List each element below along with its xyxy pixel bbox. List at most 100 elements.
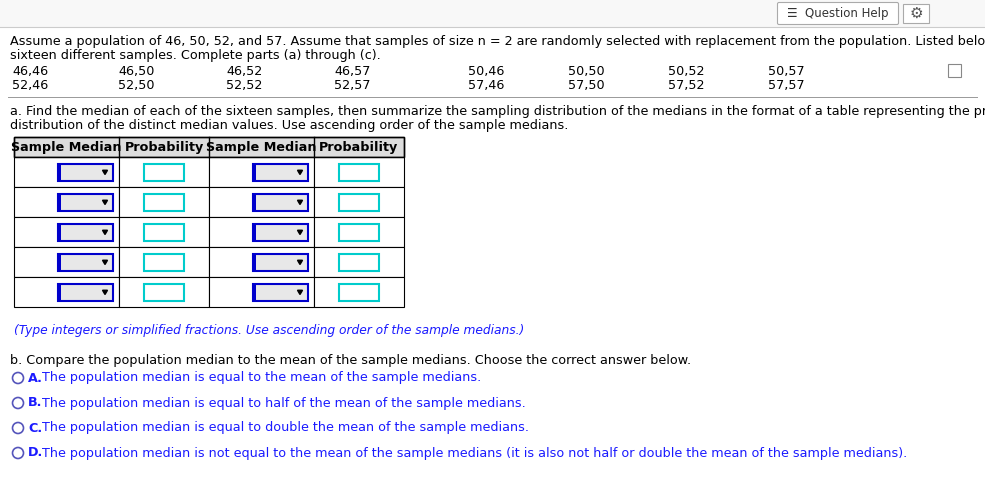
Polygon shape xyxy=(297,170,302,174)
Circle shape xyxy=(13,423,24,433)
Bar xyxy=(119,247,209,277)
Text: 50,46: 50,46 xyxy=(468,65,504,78)
Text: distribution of the distinct median values. Use ascending order of the sample me: distribution of the distinct median valu… xyxy=(10,119,568,132)
Polygon shape xyxy=(102,170,107,174)
Bar xyxy=(903,4,929,23)
Text: 52,52: 52,52 xyxy=(226,79,262,92)
Bar xyxy=(339,254,379,270)
Text: sixteen different samples. Complete parts (a) through (c).: sixteen different samples. Complete part… xyxy=(10,49,381,62)
Text: The population median is equal to double the mean of the sample medians.: The population median is equal to double… xyxy=(42,422,529,434)
Bar xyxy=(58,254,61,270)
Bar xyxy=(339,224,379,241)
Bar xyxy=(339,283,379,300)
Bar xyxy=(253,283,308,300)
Bar xyxy=(14,277,119,307)
Bar xyxy=(948,64,961,77)
Bar xyxy=(253,283,256,300)
Bar xyxy=(253,224,308,241)
Text: Probability: Probability xyxy=(319,141,399,153)
Text: D.: D. xyxy=(28,447,43,460)
Text: 50,52: 50,52 xyxy=(668,65,704,78)
Bar xyxy=(14,137,404,157)
Bar xyxy=(253,164,256,181)
Polygon shape xyxy=(297,200,302,205)
Bar xyxy=(58,254,113,270)
Text: 46,57: 46,57 xyxy=(334,65,370,78)
Bar xyxy=(144,193,184,210)
Text: ⚙: ⚙ xyxy=(909,6,923,21)
Text: A.: A. xyxy=(28,372,43,385)
Bar xyxy=(119,217,209,247)
Bar xyxy=(253,224,256,241)
Text: 52,46: 52,46 xyxy=(12,79,48,92)
Bar xyxy=(58,283,113,300)
Bar xyxy=(209,247,314,277)
Text: The population median is not equal to the mean of the sample medians (it is also: The population median is not equal to th… xyxy=(42,447,907,460)
Text: 46,52: 46,52 xyxy=(226,65,262,78)
Bar xyxy=(314,217,404,247)
Bar xyxy=(253,254,256,270)
Bar xyxy=(58,224,61,241)
Bar xyxy=(253,164,308,181)
Text: B.: B. xyxy=(28,396,42,410)
Text: 50,50: 50,50 xyxy=(568,65,605,78)
Bar xyxy=(58,224,113,241)
Bar xyxy=(58,193,113,210)
Bar xyxy=(314,187,404,217)
Text: 46,46: 46,46 xyxy=(12,65,48,78)
Bar xyxy=(253,193,308,210)
Text: 57,46: 57,46 xyxy=(468,79,504,92)
Text: 57,52: 57,52 xyxy=(668,79,704,92)
Polygon shape xyxy=(297,260,302,264)
Text: C.: C. xyxy=(28,422,42,434)
Text: a. Find the median of each of the sixteen samples, then summarize the sampling d: a. Find the median of each of the sixtee… xyxy=(10,105,985,118)
Bar xyxy=(58,193,61,210)
Text: The population median is equal to half of the mean of the sample medians.: The population median is equal to half o… xyxy=(42,396,526,410)
Bar xyxy=(58,164,113,181)
Bar xyxy=(314,247,404,277)
Text: 46,50: 46,50 xyxy=(118,65,155,78)
Text: The population median is equal to the mean of the sample medians.: The population median is equal to the me… xyxy=(42,372,482,385)
Text: 57,57: 57,57 xyxy=(768,79,805,92)
Bar xyxy=(209,157,314,187)
Bar xyxy=(14,187,119,217)
Bar xyxy=(58,164,61,181)
Text: 50,57: 50,57 xyxy=(768,65,805,78)
Bar xyxy=(14,137,404,157)
Text: Probability: Probability xyxy=(124,141,204,153)
Bar xyxy=(314,157,404,187)
Circle shape xyxy=(13,373,24,383)
Text: 52,50: 52,50 xyxy=(118,79,155,92)
Bar xyxy=(14,157,119,187)
Bar xyxy=(0,0,985,27)
Bar xyxy=(144,254,184,270)
Bar xyxy=(339,193,379,210)
Circle shape xyxy=(13,397,24,409)
Polygon shape xyxy=(102,230,107,235)
Bar xyxy=(119,277,209,307)
Bar xyxy=(144,283,184,300)
Circle shape xyxy=(13,448,24,458)
Polygon shape xyxy=(102,260,107,264)
Bar xyxy=(58,283,61,300)
Bar xyxy=(339,164,379,181)
Bar xyxy=(119,187,209,217)
Polygon shape xyxy=(102,290,107,295)
Polygon shape xyxy=(102,200,107,205)
Bar xyxy=(14,217,119,247)
Bar xyxy=(14,247,119,277)
Bar xyxy=(144,224,184,241)
Text: Assume a population of 46, 50, 52, and 57. Assume that samples of size n = 2 are: Assume a population of 46, 50, 52, and 5… xyxy=(10,35,985,48)
Text: 52,57: 52,57 xyxy=(334,79,370,92)
Text: (Type integers or simplified fractions. Use ascending order of the sample median: (Type integers or simplified fractions. … xyxy=(14,324,524,337)
Text: Sample Median: Sample Median xyxy=(206,141,317,153)
Text: Sample Median: Sample Median xyxy=(11,141,122,153)
Polygon shape xyxy=(297,230,302,235)
FancyBboxPatch shape xyxy=(777,2,898,24)
Bar xyxy=(119,157,209,187)
Bar xyxy=(144,164,184,181)
Polygon shape xyxy=(297,290,302,295)
Bar xyxy=(209,217,314,247)
Bar xyxy=(253,193,256,210)
Bar xyxy=(314,277,404,307)
